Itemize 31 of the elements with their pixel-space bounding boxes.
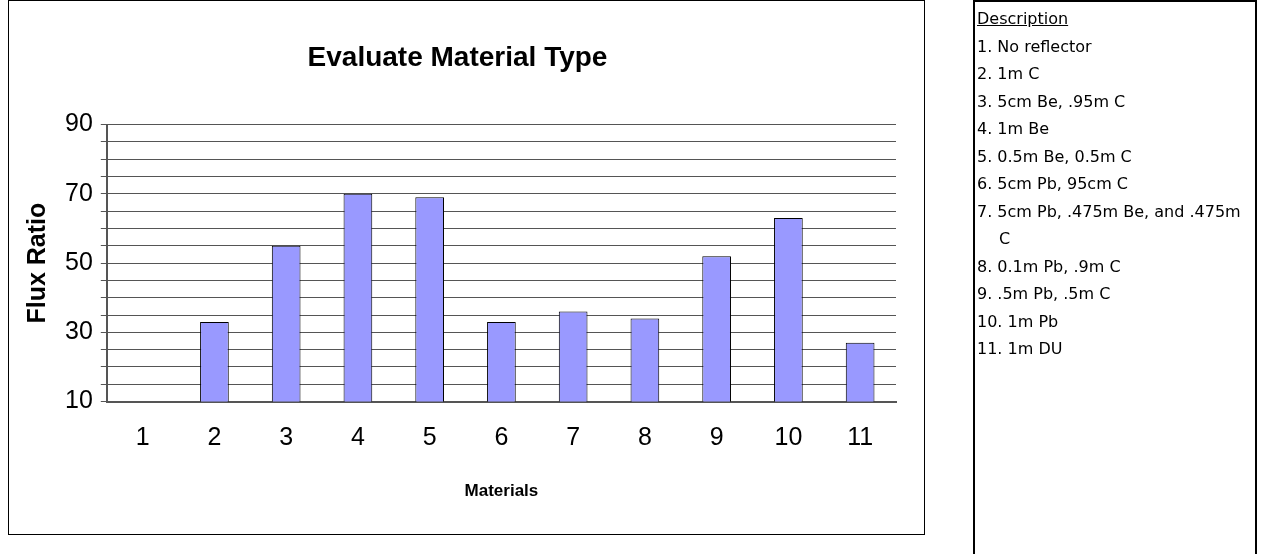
text: 11. 1m DU (977, 338, 1064, 360)
y-tick-label: 70 (65, 177, 93, 206)
y-axis-title: Flux Ratio (21, 202, 50, 324)
text: 2. 1m C (977, 63, 1041, 85)
y-tick-label: 90 (65, 108, 93, 137)
y-tick-label: 10 (65, 385, 93, 414)
y-tick-label: 30 (65, 316, 93, 345)
text: 8. 0.1m Pb, .9m C (977, 255, 1122, 278)
text: Description (977, 8, 1070, 30)
text: 10. 1m Pb (977, 310, 1060, 333)
x-tick-label: 11 (847, 422, 874, 451)
text: 4. 1m Be (977, 118, 1051, 140)
x-tick-label: 5 (422, 422, 437, 451)
x-axis-title: Materials (464, 481, 539, 501)
text: 9. .5m Pb, .5m C (977, 283, 1112, 305)
x-tick-label: 8 (637, 422, 652, 451)
text: 1. No reflector (977, 35, 1093, 58)
chart-title: Evaluate Material Type (307, 40, 608, 72)
text: 3. 5cm Be, .95m C (977, 90, 1127, 113)
x-tick-label: 9 (709, 422, 724, 451)
x-tick-label: 2 (207, 422, 222, 451)
text: 6. 5cm Pb, 95cm C (977, 173, 1129, 195)
x-tick-label: 1 (135, 422, 150, 451)
x-tick-label: 3 (279, 422, 294, 451)
y-tick-label: 50 (65, 246, 93, 275)
text: 7. 5cm Pb, .475m Be, and .475m C (977, 200, 1242, 250)
x-tick-label: 4 (350, 422, 365, 451)
x-tick-label: 7 (566, 422, 581, 451)
x-tick-label: 6 (494, 422, 509, 451)
text: 5. 0.5m Be, 0.5m C (977, 145, 1133, 168)
x-tick-label: 10 (774, 422, 803, 451)
